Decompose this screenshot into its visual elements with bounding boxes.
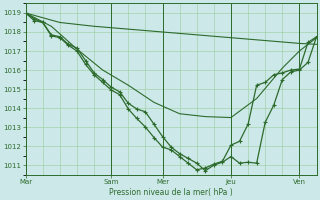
X-axis label: Pression niveau de la mer( hPa ): Pression niveau de la mer( hPa ) — [109, 188, 233, 197]
